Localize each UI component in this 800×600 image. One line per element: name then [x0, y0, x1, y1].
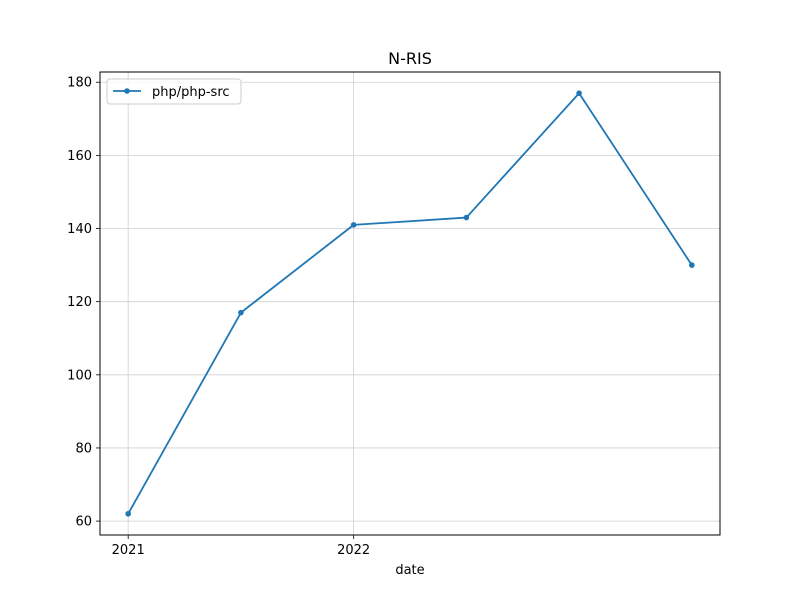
- legend: php/php-src: [106, 78, 242, 105]
- data-point: [576, 90, 582, 97]
- data-point: [350, 222, 357, 228]
- legend-marker-sample: [124, 88, 130, 94]
- x-axis-title: date: [395, 563, 424, 578]
- y-tick-label: 180: [67, 76, 92, 91]
- x-tick-label: 2021: [112, 543, 145, 558]
- y-tick-label: 60: [75, 515, 92, 530]
- grid: [100, 72, 720, 535]
- axis-ticks: 60 80 100 120 140 160 180 2021 2022: [67, 76, 370, 558]
- data-point: [125, 510, 131, 517]
- plot-frame: [99, 71, 721, 536]
- data-point: [463, 214, 470, 221]
- data-point: [238, 309, 244, 316]
- y-tick-label: 140: [67, 222, 92, 237]
- y-tick-label: 80: [75, 441, 92, 456]
- y-tick-label: 120: [67, 295, 92, 310]
- legend-label: php/php-src: [152, 85, 230, 100]
- x-tick-label: 2022: [337, 543, 370, 558]
- y-tick-label: 100: [67, 368, 92, 383]
- y-tick-label: 160: [67, 149, 92, 164]
- data-point: [689, 262, 695, 268]
- legend-box: [106, 78, 242, 105]
- chart-title: N-RIS: [388, 49, 432, 68]
- series-line: [127, 92, 693, 515]
- series-layer: [125, 90, 695, 517]
